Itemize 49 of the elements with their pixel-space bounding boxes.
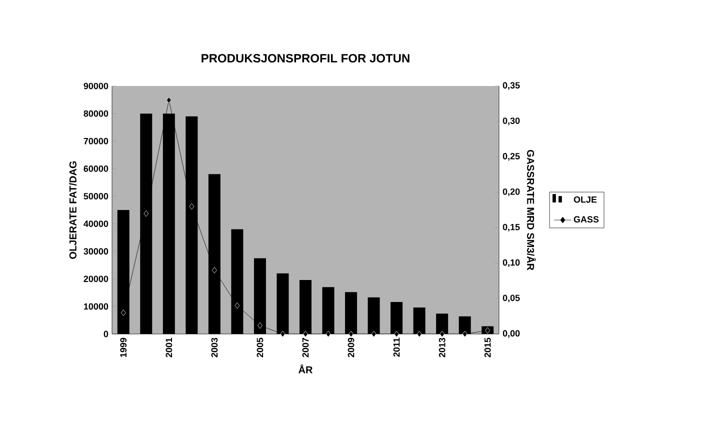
y-tick-label: 20000 bbox=[84, 276, 108, 282]
point bbox=[348, 330, 354, 338]
x-axis-title: ÅR bbox=[298, 364, 313, 374]
y2-tick-label: 0,10 bbox=[502, 259, 520, 267]
y-tick-label: 40000 bbox=[84, 220, 108, 227]
x-tick-label: 2011 bbox=[393, 338, 400, 357]
point bbox=[189, 203, 194, 210]
y-tick-label: 0 bbox=[104, 330, 108, 338]
y-tick-label: 90000 bbox=[84, 82, 108, 90]
y2-tick-label: 0,30 bbox=[502, 118, 520, 126]
chart-title: PRODUKSJONSPROFIL FOR JOTUN bbox=[202, 54, 410, 62]
y-tick-label: 10000 bbox=[84, 303, 108, 310]
y-tick-label: 70000 bbox=[84, 138, 108, 144]
y2-axis-title: GASSRATE MRD SM3/ÅR bbox=[526, 150, 536, 270]
point bbox=[234, 302, 240, 309]
y2-tick-label: 0,35 bbox=[502, 82, 520, 90]
point bbox=[394, 330, 400, 338]
y2-tick-label: 0,15 bbox=[502, 224, 520, 232]
point bbox=[212, 267, 217, 274]
point bbox=[416, 330, 422, 338]
x-tick-label: 2005 bbox=[256, 338, 264, 358]
point bbox=[166, 96, 172, 104]
point bbox=[144, 210, 149, 217]
x-tick-label: 1999 bbox=[120, 338, 127, 357]
x-tick-label: 2007 bbox=[302, 338, 309, 358]
y2-tick-label: 0,25 bbox=[502, 153, 520, 161]
point bbox=[326, 330, 331, 338]
x-tick-label: 2015 bbox=[484, 338, 491, 358]
y-tick-label: 80000 bbox=[84, 110, 108, 117]
point bbox=[371, 330, 376, 338]
y-tick-label: 50000 bbox=[84, 193, 108, 200]
x-tick-label: 2013 bbox=[438, 338, 446, 358]
legend-label: GASS bbox=[574, 216, 599, 223]
x-tick-label: 2001 bbox=[166, 338, 172, 358]
point bbox=[280, 330, 286, 338]
legend-label: OLJE bbox=[574, 196, 597, 203]
y-axis-title: OLJERATE FAT/DAG bbox=[69, 161, 77, 259]
y-tick-label: 30000 bbox=[84, 248, 108, 255]
point bbox=[258, 322, 262, 329]
y2-tick-label: 0,20 bbox=[502, 188, 520, 196]
y-tick-label: 60000 bbox=[84, 165, 108, 172]
y2-tick-label: 0,05 bbox=[502, 294, 520, 302]
point bbox=[440, 330, 445, 338]
point bbox=[462, 330, 468, 338]
point bbox=[120, 310, 126, 316]
y2-tick-label: 0,00 bbox=[502, 330, 520, 338]
x-tick-label: 2003 bbox=[211, 338, 218, 358]
point bbox=[303, 330, 308, 338]
x-tick-label: 2009 bbox=[348, 338, 354, 358]
